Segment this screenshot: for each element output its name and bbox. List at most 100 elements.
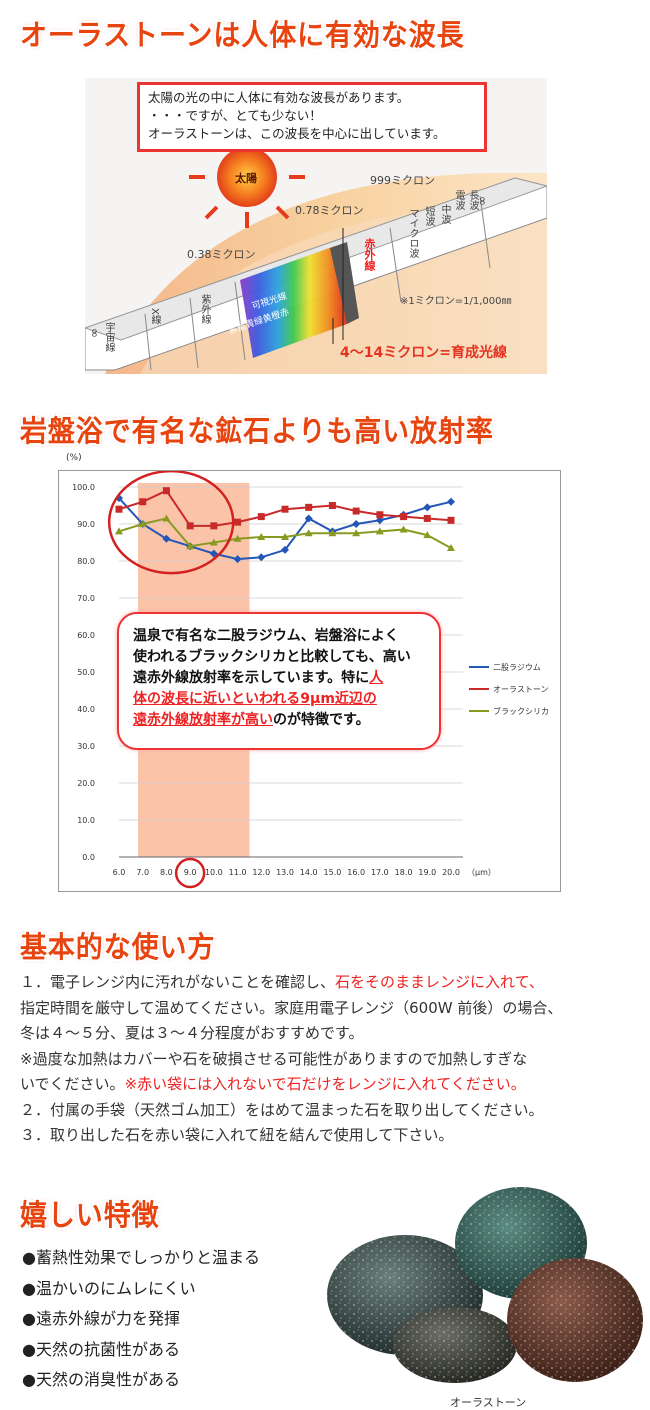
data-point [376, 511, 384, 519]
data-point [304, 514, 313, 523]
y-unit-label: (%) [66, 453, 82, 463]
usage-instructions: １．電子レンジ内に汚れがないことを確認し、石をそのままレンジに入れて、 指定時間… [20, 973, 563, 1144]
section-title-usage: 基本的な使い方 [20, 930, 216, 964]
data-point [162, 514, 171, 522]
band-microwave: マイクロ波 [407, 208, 418, 258]
data-point [423, 531, 432, 539]
feature-item: ●天然の抗菌性がある [22, 1339, 180, 1359]
x-tick-label: 17.0 [371, 868, 389, 877]
data-point [281, 532, 289, 540]
spectrum-illustration: 太陽 [85, 126, 547, 374]
x-tick-label: 20.0 [442, 868, 460, 877]
y-tick-label: 90.0 [77, 520, 95, 529]
band-longwave: 長波 [467, 190, 478, 210]
y-tick-label: 10.0 [77, 816, 95, 825]
data-point [305, 503, 313, 511]
data-point [304, 529, 313, 537]
legend-label: 二股ラジウム [493, 663, 541, 672]
y-tick-label: 30.0 [77, 742, 95, 751]
x-tick-label: 6.0 [113, 868, 126, 877]
feature-item: ●温かいのにムレにくい [22, 1278, 196, 1298]
y-tick-label: 50.0 [77, 668, 95, 677]
data-point [209, 538, 218, 546]
x-tick-label: 10.0 [205, 868, 223, 877]
legend-label: オーラストーン [493, 685, 548, 694]
band-uv: 紫外線 [199, 294, 210, 324]
data-point [400, 513, 408, 521]
data-point [233, 555, 242, 564]
growth-ray-label: 4〜14ミクロン=育成光線 [340, 345, 507, 361]
data-point [423, 503, 432, 512]
band-infinity-left: ∞ [87, 328, 101, 338]
x-tick-label: 13.0 [276, 868, 294, 877]
x-tick-label: 12.0 [252, 868, 270, 877]
unit-note: ※1ミクロン=1/1,000㎜ [400, 296, 512, 307]
band-infinity-right: ∞ [475, 196, 489, 206]
band-infrared: 赤外線 [363, 238, 376, 271]
data-point [115, 505, 123, 513]
x-highlight-circle [174, 857, 206, 889]
data-point [447, 497, 455, 506]
data-point [352, 529, 361, 537]
data-point [139, 498, 147, 506]
feature-item: ●遠赤外線が力を発揮 [22, 1309, 180, 1328]
band-radio: 電波 [453, 190, 464, 210]
data-point [352, 507, 360, 515]
data-point [281, 545, 289, 554]
x-tick-label: 16.0 [347, 868, 365, 877]
x-tick-label: 18.0 [395, 868, 413, 877]
band-mediumwave: 中波 [439, 204, 450, 224]
data-point [186, 522, 194, 530]
svg-text:太陽: 太陽 [234, 171, 257, 185]
y-tick-label: 0.0 [82, 853, 95, 862]
data-point [257, 513, 265, 521]
spectrum-figure: 太陽 太陽の光の中に人体に有効な波長があります。 ・・・ですが、とても少ない！ … [85, 78, 547, 374]
data-point [257, 553, 266, 562]
feature-list: ●蓄熱性効果でしっかりと温まる ●温かいのにムレにくい ●遠赤外線が力を発揮 ●… [22, 1243, 260, 1396]
y-tick-label: 80.0 [77, 557, 95, 566]
y-tick-label: 20.0 [77, 779, 95, 788]
x-tick-label: 7.0 [136, 868, 149, 877]
mark-038: 0.38ミクロン [187, 248, 256, 261]
data-point [352, 520, 361, 528]
y-tick-label: 60.0 [77, 631, 95, 640]
data-point [115, 527, 123, 535]
section-title-wavelength: オーラストーンは人体に有効な波長 [20, 18, 465, 52]
x-tick-label: 15.0 [324, 868, 342, 877]
chart-callout: 温泉で有名な二股ラジウム、岩盤浴によく 使われるブラックシリカと比較しても、高い… [117, 612, 441, 750]
data-point [447, 544, 455, 552]
x-tick-label: 8.0 [160, 868, 173, 877]
data-point [233, 534, 242, 542]
x-tick-label: 19.0 [418, 868, 436, 877]
data-point [375, 527, 384, 535]
data-point [281, 505, 289, 513]
data-point [162, 487, 170, 495]
data-point [138, 520, 147, 527]
x-tick-label: 14.0 [300, 868, 318, 877]
y-tick-label: 70.0 [77, 594, 95, 603]
band-shortwave: 短波 [423, 206, 434, 226]
band-cosmic: 宇宙線 [103, 322, 114, 352]
data-point [399, 525, 408, 533]
mark-078: 0.78ミクロン [295, 204, 364, 217]
data-point [209, 549, 218, 558]
feature-item: ●天然の消臭性がある [22, 1370, 180, 1389]
data-point [375, 516, 384, 525]
y-tick-label: 40.0 [77, 705, 95, 714]
x-tick-label: 11.0 [229, 868, 247, 877]
data-point [162, 534, 171, 543]
info-box: 太陽の光の中に人体に有効な波長があります。 ・・・ですが、とても少ない！ オーラ… [137, 82, 487, 152]
feature-item: ●蓄熱性効果でしっかりと温まる [22, 1248, 260, 1267]
highlight-circle [107, 471, 235, 575]
section-title-emissivity: 岩盤浴で有名な鉱石よりも高い放射率 [20, 414, 494, 448]
mark-999: 999ミクロン [370, 174, 435, 187]
data-point [186, 542, 195, 550]
data-point [257, 532, 266, 540]
x-axis-label: （μm） [467, 868, 496, 877]
data-point [210, 522, 218, 530]
stones-photo [327, 1187, 643, 1383]
y-tick-label: 100.0 [72, 483, 95, 492]
stone-caption: オーラストーン [450, 1396, 527, 1409]
section-title-features: 嬉しい特徴 [20, 1198, 160, 1232]
legend-label: ブラックシリカ [493, 706, 549, 716]
